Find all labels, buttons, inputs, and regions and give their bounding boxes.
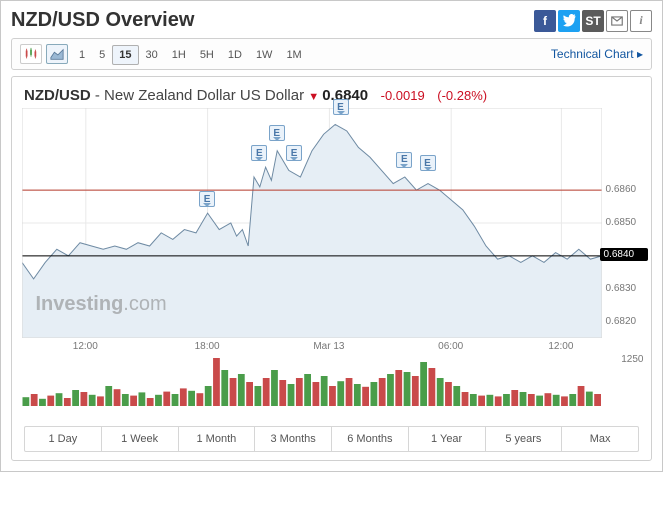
interval-1H[interactable]: 1H xyxy=(165,45,193,65)
x-tick: 12:00 xyxy=(548,341,573,352)
interval-5H[interactable]: 5H xyxy=(193,45,221,65)
volume-chart[interactable]: 1250 xyxy=(22,356,642,416)
interval-1M[interactable]: 1M xyxy=(279,45,308,65)
symbol-name: - xyxy=(95,87,104,104)
range-1-week[interactable]: 1 Week xyxy=(102,427,179,451)
quote-line: NZD/USD - New Zealand Dollar US Dollar ▼… xyxy=(20,87,643,108)
y-tick: 0.6850 xyxy=(606,217,644,228)
facebook-icon[interactable]: f xyxy=(534,10,556,32)
price-chart[interactable]: 0.68200.68300.68400.68500.6860 12:0018:0… xyxy=(22,108,642,338)
email-icon[interactable] xyxy=(606,10,628,32)
x-tick: 18:00 xyxy=(195,341,220,352)
y-tick: 0.6860 xyxy=(606,184,644,195)
toolbar-left: 1515301H5H1D1W1M xyxy=(20,44,309,64)
volume-chart-svg xyxy=(22,356,602,406)
symbol: NZD/USD xyxy=(24,87,91,104)
interval-30[interactable]: 30 xyxy=(139,45,165,65)
chart-widget: NZD/USD Overview f ST i 1515301H5H1D1W1M… xyxy=(0,0,663,472)
info-icon[interactable]: i xyxy=(630,10,652,32)
event-marker[interactable]: E xyxy=(286,145,302,161)
event-marker[interactable]: E xyxy=(269,125,285,141)
range-1-month[interactable]: 1 Month xyxy=(179,427,256,451)
volume-max-label: 1250 xyxy=(621,354,643,365)
watermark: Investing.com xyxy=(36,293,167,316)
pair-name: New Zealand Dollar US Dollar xyxy=(104,87,304,104)
candlestick-chart-icon[interactable] xyxy=(20,44,42,64)
chart-toolbar: 1515301H5H1D1W1M Technical Chart xyxy=(11,38,652,70)
page-title: NZD/USD Overview xyxy=(11,9,194,32)
interval-1W[interactable]: 1W xyxy=(249,45,280,65)
range-5-years[interactable]: 5 years xyxy=(486,427,563,451)
x-tick: Mar 13 xyxy=(313,341,344,352)
event-marker[interactable]: E xyxy=(333,99,349,115)
y-tick: 0.6820 xyxy=(606,316,644,327)
range-selector: 1 Day1 Week1 Month3 Months6 Months1 Year… xyxy=(24,426,639,452)
event-marker[interactable]: E xyxy=(251,145,267,161)
event-marker[interactable]: E xyxy=(420,155,436,171)
event-marker[interactable]: E xyxy=(199,191,215,207)
twitter-icon[interactable] xyxy=(558,10,580,32)
area-chart-icon[interactable] xyxy=(46,44,68,64)
stocktwits-icon[interactable]: ST xyxy=(582,10,604,32)
interval-5[interactable]: 5 xyxy=(92,45,112,65)
interval-1D[interactable]: 1D xyxy=(221,45,249,65)
header: NZD/USD Overview f ST i xyxy=(11,9,652,38)
range-1-year[interactable]: 1 Year xyxy=(409,427,486,451)
interval-1[interactable]: 1 xyxy=(72,45,92,65)
interval-15[interactable]: 15 xyxy=(112,45,138,65)
x-tick: 06:00 xyxy=(438,341,463,352)
price-change: -0.0019 xyxy=(381,88,425,103)
share-bar: f ST i xyxy=(534,10,652,32)
current-price-tag: 0.6840 xyxy=(600,248,648,261)
direction-down-icon: ▼ xyxy=(308,91,322,103)
y-tick: 0.6830 xyxy=(606,283,644,294)
range-3-months[interactable]: 3 Months xyxy=(255,427,332,451)
price-change-pct: (-0.28%) xyxy=(437,88,487,103)
chart-panel: NZD/USD - New Zealand Dollar US Dollar ▼… xyxy=(11,76,652,461)
event-marker[interactable]: E xyxy=(396,152,412,168)
range-1-day[interactable]: 1 Day xyxy=(25,427,102,451)
x-tick: 12:00 xyxy=(73,341,98,352)
range-6-months[interactable]: 6 Months xyxy=(332,427,409,451)
technical-chart-link[interactable]: Technical Chart xyxy=(551,47,643,61)
range-max[interactable]: Max xyxy=(562,427,638,451)
